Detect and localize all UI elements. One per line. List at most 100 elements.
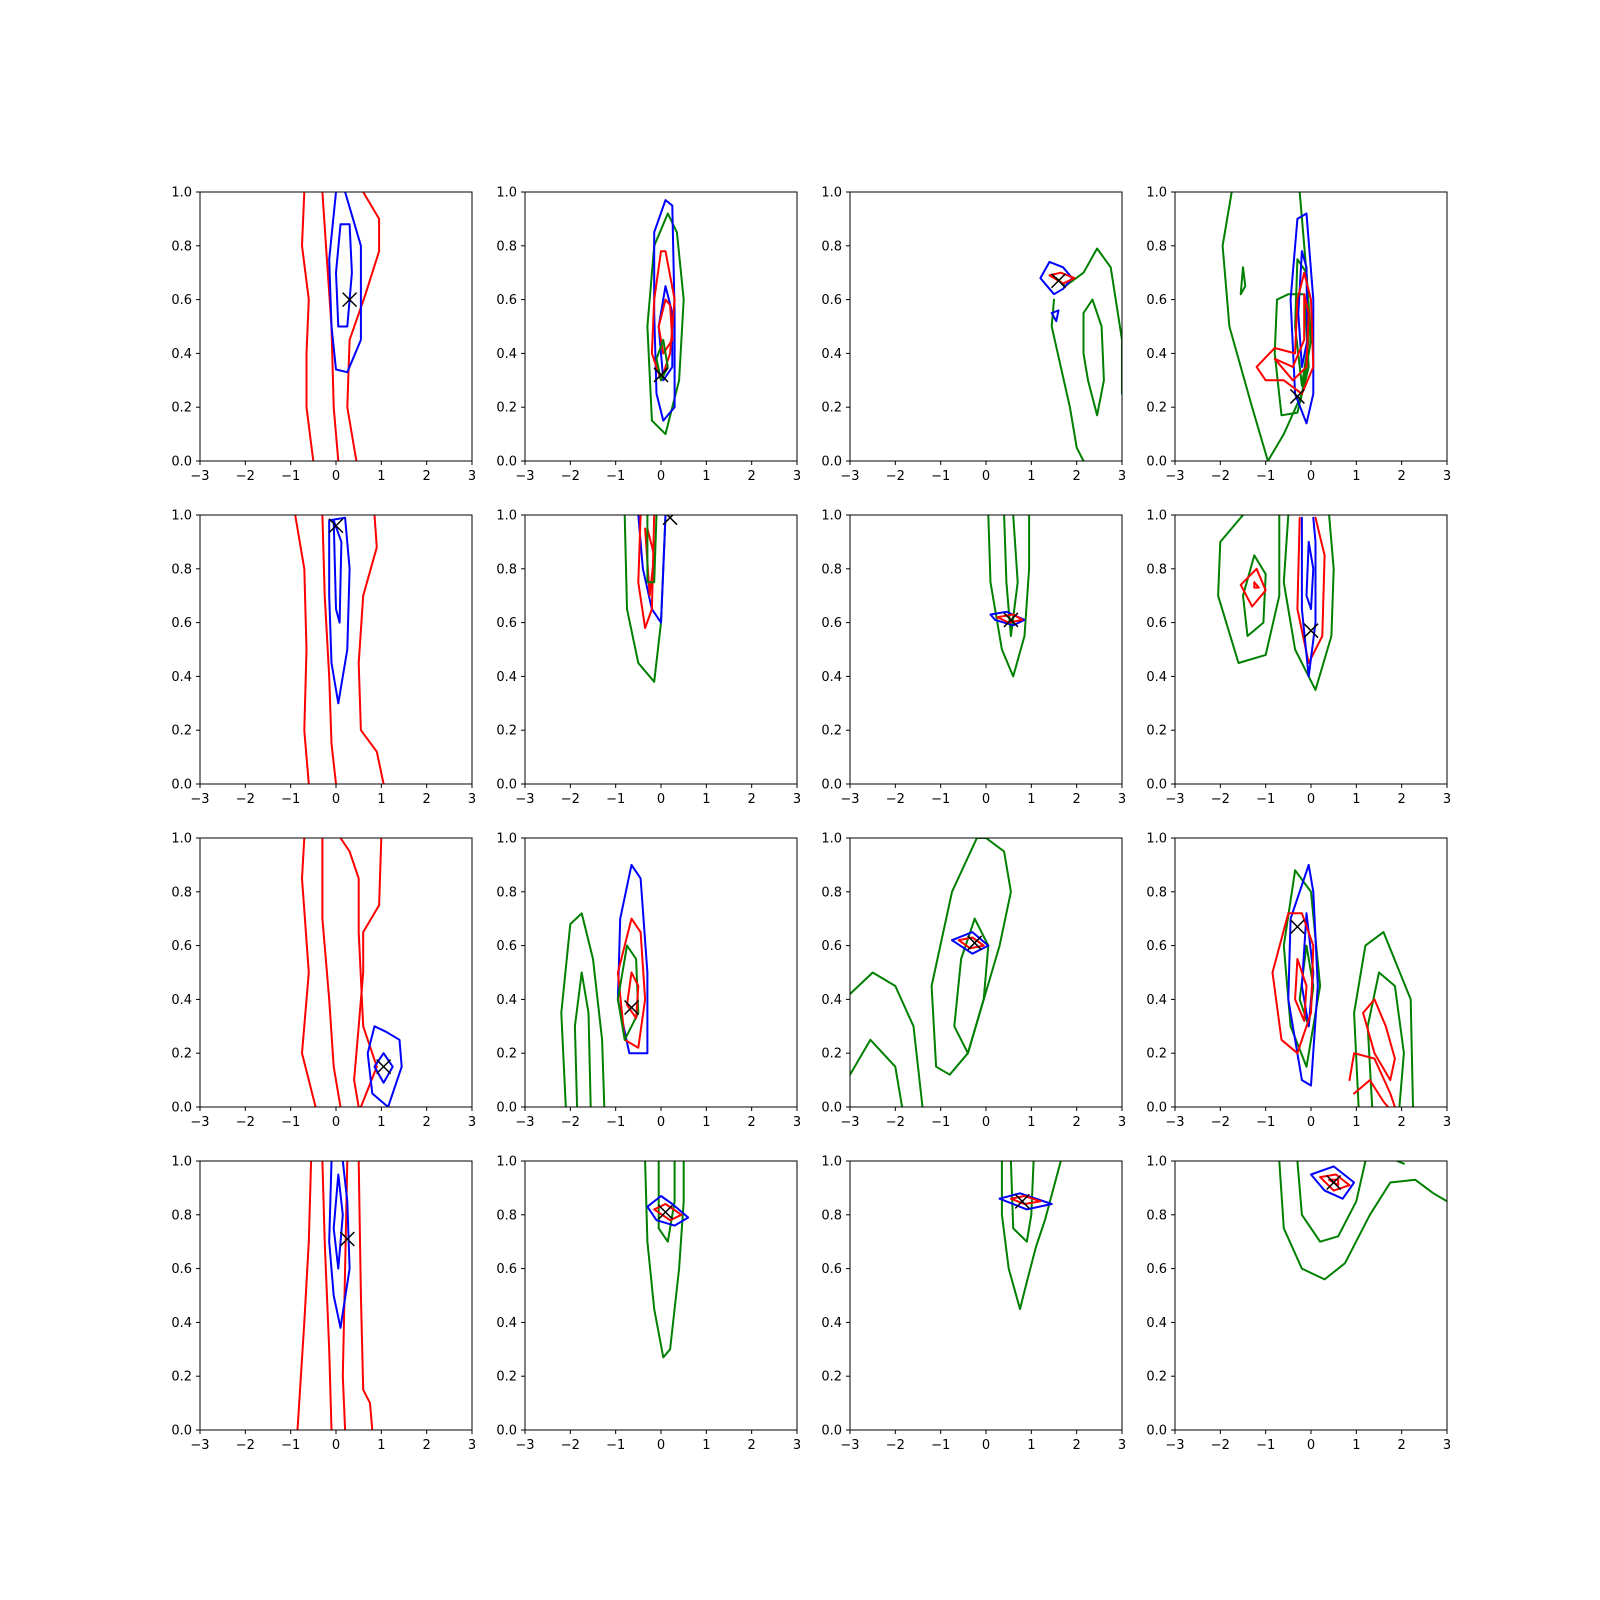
x-tick-label: −2 xyxy=(1211,1115,1230,1130)
y-tick-label: 0.4 xyxy=(496,1316,517,1331)
y-tick-label: 0.4 xyxy=(821,993,842,1008)
y-tick-label: 0.6 xyxy=(821,616,842,631)
plot-area xyxy=(301,838,403,1107)
subplot-0-0: −3 −2 −1 0 1 2 3 0.0 0.2 0.4 0.6 0.8 1.0 xyxy=(171,186,476,485)
x-tick-label: −1 xyxy=(606,1115,625,1130)
y-tick-label: 0.6 xyxy=(496,293,517,308)
contour-line-blue-2 xyxy=(646,1195,690,1227)
y-tick-label: 0.0 xyxy=(496,1101,517,1116)
x-tick-label: 0 xyxy=(982,1115,990,1130)
x-tick-label: 2 xyxy=(748,792,756,807)
y-tick-label: 0.6 xyxy=(1146,1262,1167,1277)
x-tick-label: −3 xyxy=(515,1115,534,1130)
subplot-2-0: −3 −2 −1 0 1 2 3 0.0 0.2 0.4 0.6 0.8 1.0 xyxy=(171,832,476,1131)
contour-line-green-1 xyxy=(1242,554,1267,637)
contour-line-blue-3 xyxy=(328,516,351,705)
plot-area xyxy=(1039,247,1122,461)
x-tick-label: 0 xyxy=(982,469,990,484)
x-tick-label: 0 xyxy=(332,792,340,807)
x-tick-label: 3 xyxy=(1443,1115,1451,1130)
plot-area xyxy=(850,838,1012,1107)
y-tick-label: 1.0 xyxy=(1146,1155,1167,1170)
y-tick-label: 0.6 xyxy=(821,939,842,954)
y-tick-label: 0.4 xyxy=(821,670,842,685)
x-tick-label: −2 xyxy=(561,1438,580,1453)
y-tick-label: 0.2 xyxy=(821,1370,842,1385)
x-tick-label: 0 xyxy=(332,1438,340,1453)
plot-area xyxy=(998,1161,1062,1310)
contour-line-green-7 xyxy=(1366,971,1405,1107)
contour-line-green-0 xyxy=(1278,1161,1447,1281)
x-tick-label: −3 xyxy=(515,469,534,484)
contour-line-blue-4 xyxy=(332,519,343,624)
x-tick-label: 3 xyxy=(468,469,476,484)
y-tick-label: 0.8 xyxy=(1146,239,1167,254)
plot-area xyxy=(623,515,678,683)
contour-line-green-0 xyxy=(1050,298,1085,461)
y-tick-label: 0.4 xyxy=(171,670,192,685)
y-tick-label: 0.8 xyxy=(821,885,842,900)
x-tick-label: −1 xyxy=(281,469,300,484)
contour-line-blue-4 xyxy=(328,1161,351,1329)
contour-line-blue-1 xyxy=(653,199,676,422)
x-tick-label: −3 xyxy=(1165,469,1184,484)
marker-x xyxy=(1051,273,1067,289)
marker-x xyxy=(658,1204,674,1220)
subplot-1-2: −3 −2 −1 0 1 2 3 0.0 0.2 0.4 0.6 0.8 1.0 xyxy=(821,509,1126,808)
x-tick-label: 0 xyxy=(1307,469,1315,484)
contour-line-green-0 xyxy=(646,212,685,436)
x-tick-label: 3 xyxy=(793,1438,801,1453)
y-tick-label: 0.0 xyxy=(171,778,192,793)
y-tick-label: 0.8 xyxy=(496,885,517,900)
x-tick-label: −1 xyxy=(606,1438,625,1453)
y-tick-label: 0.2 xyxy=(1146,1370,1167,1385)
y-tick-label: 0.0 xyxy=(171,1424,192,1439)
contour-line-red-8 xyxy=(1362,998,1396,1082)
contour-line-blue-4 xyxy=(366,1025,403,1107)
contour-line-green-1 xyxy=(573,971,592,1107)
contour-line-red-4 xyxy=(657,298,674,355)
x-tick-label: 1 xyxy=(1027,792,1035,807)
contour-line-red-1 xyxy=(346,192,381,461)
x-tick-label: 1 xyxy=(1352,469,1360,484)
marker-x-stroke xyxy=(967,935,983,951)
x-tick-label: 3 xyxy=(468,1438,476,1453)
y-tick-label: 1.0 xyxy=(171,186,192,201)
x-tick-label: −3 xyxy=(190,1115,209,1130)
x-tick-label: −2 xyxy=(561,1115,580,1130)
x-tick-label: 0 xyxy=(657,1115,665,1130)
x-tick-label: −3 xyxy=(190,792,209,807)
marker-x-stroke xyxy=(1289,919,1305,935)
y-tick-label: 0.2 xyxy=(496,1370,517,1385)
x-tick-label: 1 xyxy=(702,469,710,484)
x-tick-label: 3 xyxy=(793,1115,801,1130)
marker-x-stroke xyxy=(624,999,640,1016)
marker-x-stroke xyxy=(1014,1193,1030,1209)
x-tick-label: 2 xyxy=(423,1115,431,1130)
y-tick-label: 0.4 xyxy=(1146,347,1167,362)
marker-x xyxy=(1289,388,1305,404)
x-tick-label: 1 xyxy=(1352,1115,1360,1130)
x-tick-label: 3 xyxy=(1118,1438,1126,1453)
x-tick-label: −1 xyxy=(1256,469,1275,484)
contour-line-red-3 xyxy=(650,250,676,382)
subplot-2-1: −3 −2 −1 0 1 2 3 0.0 0.2 0.4 0.6 0.8 1.0 xyxy=(496,832,801,1131)
y-tick-label: 0.0 xyxy=(821,1424,842,1439)
x-tick-label: 3 xyxy=(468,1115,476,1130)
subplot-3-2: −3 −2 −1 0 1 2 3 0.0 0.2 0.4 0.6 0.8 1.0 xyxy=(821,1155,1126,1454)
x-tick-label: 1 xyxy=(1352,792,1360,807)
y-tick-label: 0.6 xyxy=(821,293,842,308)
marker-x-stroke xyxy=(653,367,669,383)
contour-line-red-0 xyxy=(296,1161,313,1430)
y-tick-label: 0.8 xyxy=(1146,885,1167,900)
plot-area xyxy=(560,863,649,1107)
subplot-1-3: −3 −2 −1 0 1 2 3 0.0 0.2 0.4 0.6 0.8 1.0 xyxy=(1146,509,1451,808)
marker-x-stroke xyxy=(376,1059,392,1075)
x-tick-label: 2 xyxy=(748,1115,756,1130)
y-tick-label: 0.2 xyxy=(1146,401,1167,416)
contour-line-blue-5 xyxy=(373,1052,394,1084)
subplot-0-2: −3 −2 −1 0 1 2 3 0.0 0.2 0.4 0.6 0.8 1.0 xyxy=(821,186,1126,485)
x-tick-label: 0 xyxy=(982,1438,990,1453)
plot-area xyxy=(294,515,385,784)
